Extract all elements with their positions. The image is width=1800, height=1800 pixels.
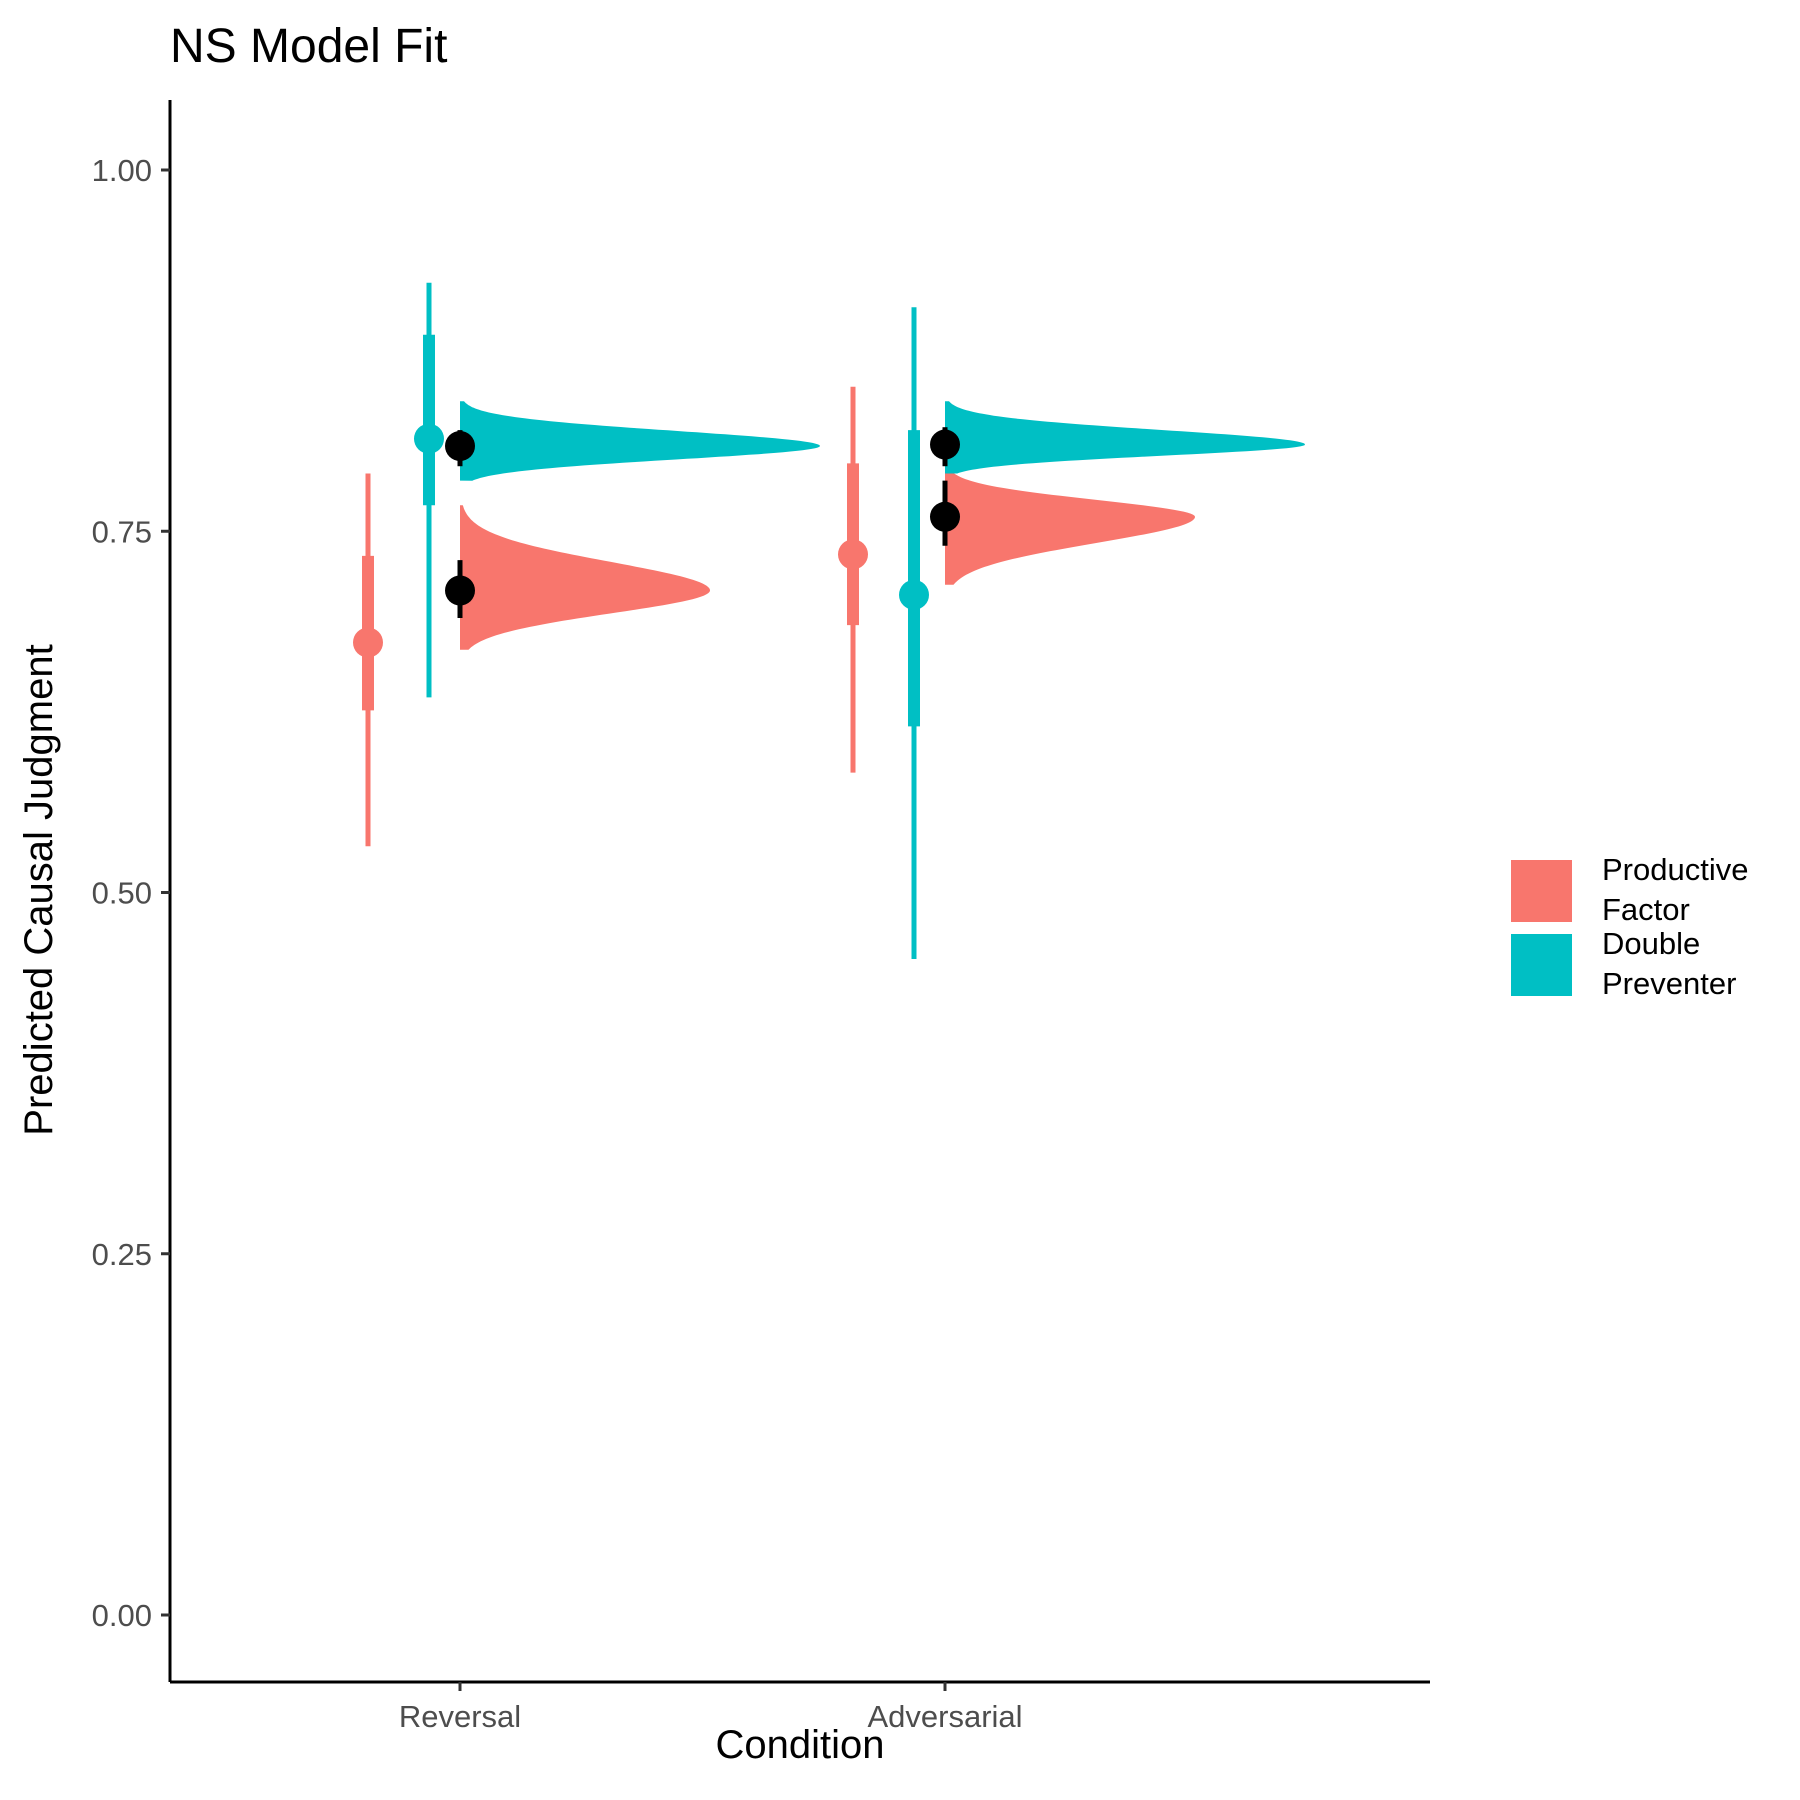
x-axis: Reversal Adversarial xyxy=(170,1680,1430,1734)
legend-key xyxy=(1511,934,1572,996)
empirical-point xyxy=(414,423,444,454)
y-tick-label: 0.25 xyxy=(92,1237,152,1272)
model-density xyxy=(460,505,710,650)
plot-marks xyxy=(353,282,1305,959)
model-point xyxy=(445,575,475,606)
chart-title: NS Model Fit xyxy=(170,20,447,73)
empirical-point xyxy=(838,539,868,570)
empirical-point xyxy=(353,627,383,658)
legend-label: Double xyxy=(1602,926,1700,961)
legend-label: Preventer xyxy=(1602,966,1736,1001)
model-density xyxy=(460,401,820,481)
legend-label: Productive xyxy=(1602,852,1748,887)
empirical-point xyxy=(899,579,929,610)
model-point xyxy=(930,501,960,532)
y-axis: 0.00 0.25 0.50 0.75 1.00 xyxy=(92,100,172,1682)
legend-key xyxy=(1511,860,1572,922)
legend-label: Factor xyxy=(1602,892,1690,927)
x-tick-label: Reversal xyxy=(399,1699,521,1734)
model-point xyxy=(445,430,475,461)
y-tick-label: 1.00 xyxy=(92,153,152,188)
x-tick-label: Adversarial xyxy=(867,1699,1022,1734)
x-axis-title: Condition xyxy=(715,1723,884,1767)
y-tick-label: 0.50 xyxy=(92,876,152,911)
y-axis-title: Predicted Causal Judgment xyxy=(17,644,61,1135)
model-density xyxy=(945,401,1305,474)
y-tick-label: 0.00 xyxy=(92,1598,152,1633)
model-point xyxy=(930,429,960,460)
y-tick-label: 0.75 xyxy=(92,514,152,549)
model-density xyxy=(945,466,1195,585)
